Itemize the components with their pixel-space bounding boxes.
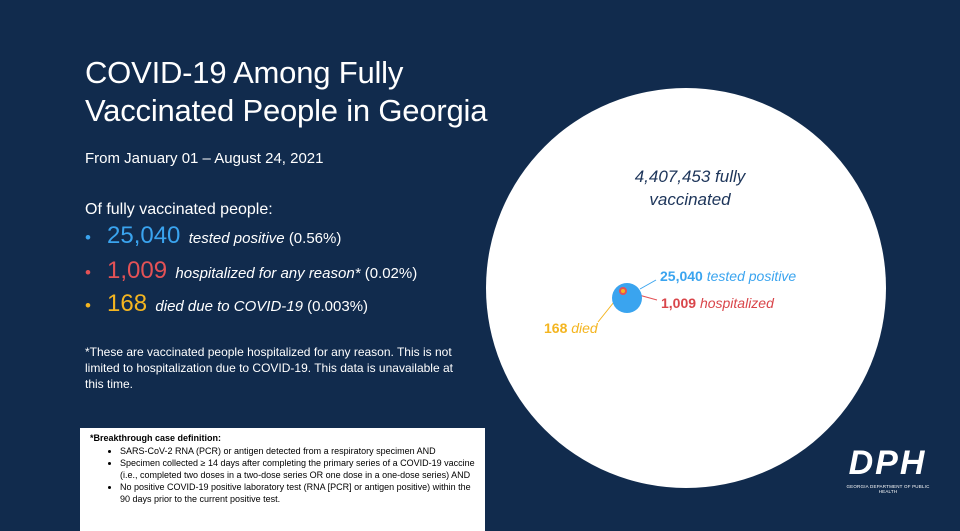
bullet-icon: • (85, 263, 91, 282)
stat-percent: (0.003%) (307, 298, 369, 315)
died-text: died (571, 320, 598, 336)
bullet-icon: • (85, 296, 91, 315)
positive-leader-line (639, 279, 657, 290)
stat-number: 1,009 (107, 257, 168, 284)
died-bubble (621, 289, 625, 293)
definition-item: Specimen collected ≥ 14 days after compl… (120, 458, 475, 481)
fully-vaccinated-circle (486, 88, 886, 488)
hospitalized-text: hospitalized (699, 295, 774, 311)
tested-positive-label: 25,040 tested positive (660, 268, 796, 284)
date-range: From January 01 – August 24, 2021 (85, 150, 324, 167)
definition-item: No positive COVID-19 positive laboratory… (120, 482, 475, 505)
dph-logo: DPH (848, 444, 927, 482)
stat-number: 168 (107, 290, 148, 317)
stat-hospitalized: • 1,009 hospitalized for any reason* (0.0… (85, 257, 417, 285)
stat-tested-positive: • 25,040 tested positive (0.56%) (85, 222, 341, 250)
slide-title: COVID-19 Among Fully Vaccinated People i… (85, 54, 487, 130)
title-line-2: Vaccinated People in Georgia (85, 93, 488, 128)
bullet-icon: • (85, 228, 91, 247)
tested-positive-text: tested positive (706, 268, 797, 284)
dph-logo-subtext: GEORGIA DEPARTMENT OF PUBLIC HEALTH (846, 484, 930, 494)
definition-box: *Breakthrough case definition: SARS-CoV-… (80, 428, 485, 531)
tested-positive-number: 25,040 (660, 268, 703, 284)
definition-item: SARS-CoV-2 RNA (PCR) or antigen detected… (120, 446, 475, 458)
stat-percent: (0.56%) (288, 230, 342, 247)
title-line-1: COVID-19 Among Fully (85, 55, 404, 90)
stat-description: died due to COVID-19 (155, 298, 303, 315)
stat-number: 25,040 (107, 222, 181, 249)
hospitalized-number: 1,009 (661, 295, 697, 311)
fully-vaccinated-text: vaccinated (649, 190, 731, 209)
stat-description: hospitalized for any reason* (175, 265, 361, 282)
stat-died: • 168 died due to COVID-19 (0.003%) (85, 290, 368, 318)
fully-vaccinated-count: 4,407,453 fully (634, 167, 746, 186)
stat-description: tested positive (188, 230, 285, 247)
tested-positive-bubble (612, 283, 642, 313)
intro-text: Of fully vaccinated people: (85, 201, 273, 218)
hospitalization-footnote: *These are vaccinated people hospitalize… (85, 345, 453, 391)
definition-list: SARS-CoV-2 RNA (PCR) or antigen detected… (90, 446, 475, 506)
died-number: 168 (544, 320, 568, 336)
definition-title: *Breakthrough case definition: (90, 433, 222, 443)
stat-percent: (0.02%) (364, 265, 418, 282)
fully-vaccinated-label: 4,407,453 fully vaccinated (610, 165, 770, 211)
died-label: 168 died (544, 320, 598, 336)
hospitalized-label: 1,009 hospitalized (661, 295, 774, 311)
